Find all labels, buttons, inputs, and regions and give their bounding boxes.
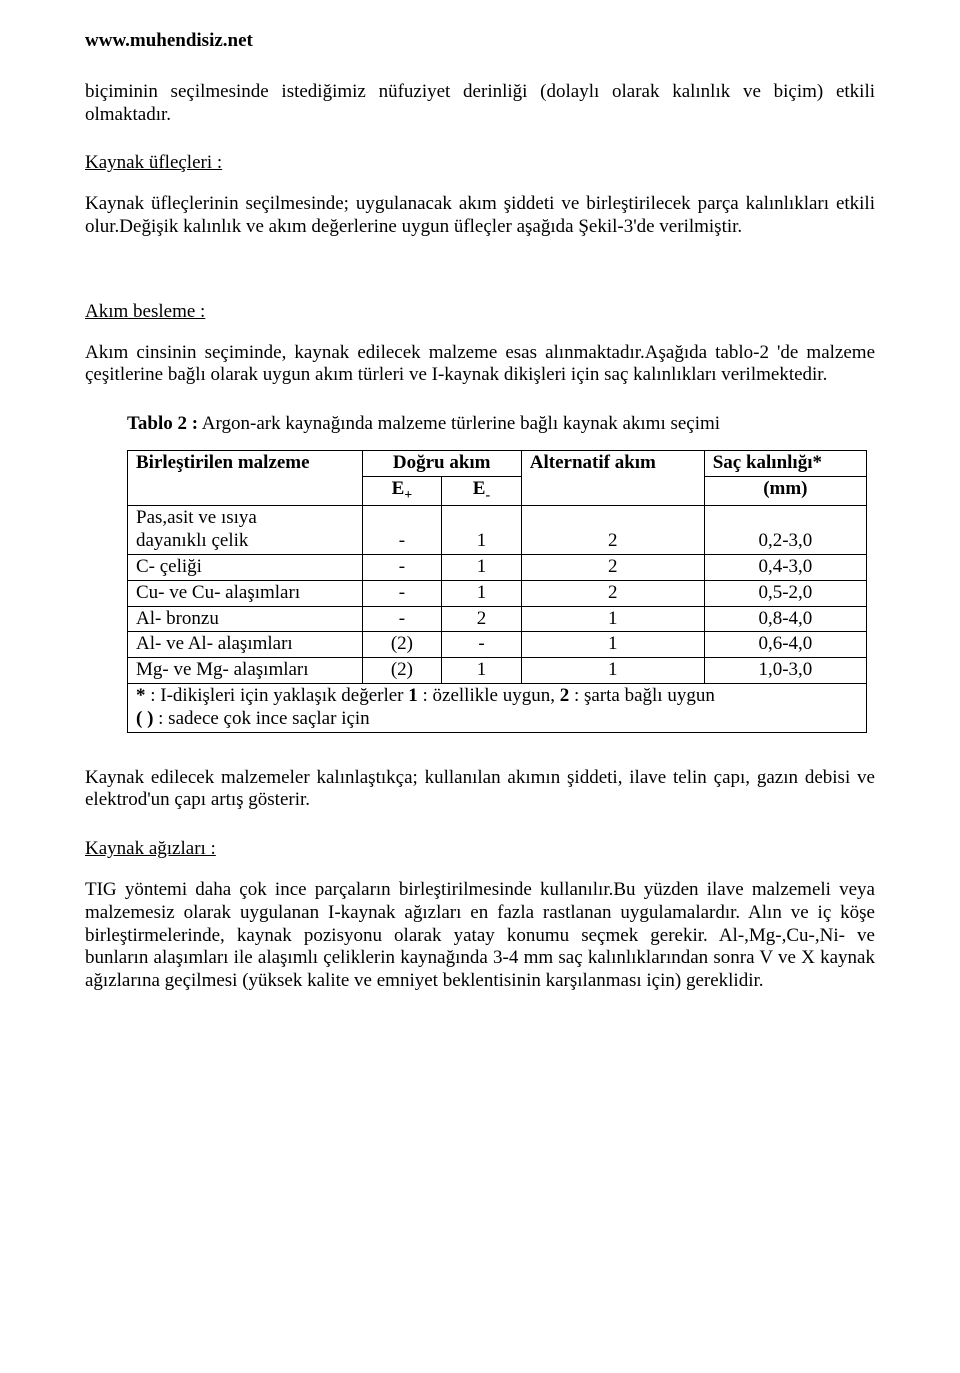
th-sac-kalinligi: Saç kalınlığı* bbox=[704, 450, 866, 476]
footnote-text: : özellikle uygun, bbox=[418, 685, 560, 706]
cell-sac: 1,0-3,0 bbox=[704, 658, 866, 684]
spacer bbox=[85, 324, 875, 342]
spacer bbox=[85, 861, 875, 879]
table-row: Pas,asit ve ısıya dayanıklı çelik - 1 2 … bbox=[128, 506, 867, 555]
table-footnote-cell: * : I-dikişleri için yaklaşık değerler 1… bbox=[128, 683, 867, 732]
spacer bbox=[85, 175, 875, 193]
cell-alt: 2 bbox=[521, 554, 704, 580]
cell-alt: 1 bbox=[521, 606, 704, 632]
paragraph-kaynak-agizlari: TIG yöntemi daha çok ince parçaların bir… bbox=[85, 879, 875, 993]
cell-sac: 0,6-4,0 bbox=[704, 632, 866, 658]
cell-eminus: 1 bbox=[442, 554, 522, 580]
e-label: E bbox=[392, 478, 405, 499]
th-material: Birleştirilen malzeme bbox=[128, 450, 363, 505]
e-label: E bbox=[473, 478, 486, 499]
cell-alt: 1 bbox=[521, 632, 704, 658]
th-alternatif-akim: Alternatif akım bbox=[521, 450, 704, 505]
table-row: Cu- ve Cu- alaşımları - 1 2 0,5-2,0 bbox=[128, 580, 867, 606]
cell-eminus: 1 bbox=[442, 580, 522, 606]
table-caption-label: Tablo 2 : bbox=[127, 413, 198, 434]
table-caption-text: Argon-ark kaynağında malzeme türlerine b… bbox=[198, 413, 720, 434]
cell-material: Al- bronzu bbox=[128, 606, 363, 632]
cell-sac: 0,2-3,0 bbox=[704, 506, 866, 555]
cell-eplus: - bbox=[362, 580, 442, 606]
th-e-minus: E- bbox=[442, 476, 522, 506]
material-line2: dayanıklı çelik bbox=[136, 530, 248, 551]
cell-alt: 2 bbox=[521, 506, 704, 555]
cell-eminus: 1 bbox=[442, 506, 522, 555]
footnote-text: : I-dikişleri için yaklaşık değerler bbox=[146, 685, 409, 706]
cell-eplus: - bbox=[362, 554, 442, 580]
paragraph-uflecleri: Kaynak üfleçlerinin seçilmesinde; uygula… bbox=[85, 193, 875, 239]
cell-eplus: - bbox=[362, 506, 442, 555]
spacer bbox=[85, 733, 875, 767]
cell-material: Cu- ve Cu- alaşımları bbox=[128, 580, 363, 606]
material-line1: Pas,asit ve ısıya bbox=[136, 507, 257, 528]
cell-material: Pas,asit ve ısıya dayanıklı çelik bbox=[128, 506, 363, 555]
cell-eminus: 2 bbox=[442, 606, 522, 632]
cell-sac: 0,5-2,0 bbox=[704, 580, 866, 606]
table-header-row: Birleştirilen malzeme Doğru akım Alterna… bbox=[128, 450, 867, 476]
table-row: Mg- ve Mg- alaşımları (2) 1 1 1,0-3,0 bbox=[128, 658, 867, 684]
footnote-star: * bbox=[136, 685, 146, 706]
table-row: C- çeliği - 1 2 0,4-3,0 bbox=[128, 554, 867, 580]
footnote-text: : sadece çok ince saçlar için bbox=[153, 708, 369, 729]
cell-material: Mg- ve Mg- alaşımları bbox=[128, 658, 363, 684]
cell-material: Al- ve Al- alaşımları bbox=[128, 632, 363, 658]
site-header: www.muhendisiz.net bbox=[85, 30, 875, 53]
footnote-paren: ( ) bbox=[136, 708, 153, 729]
table-footnote-row: * : I-dikişleri için yaklaşık değerler 1… bbox=[128, 683, 867, 732]
footnote-text: : şarta bağlı uygun bbox=[569, 685, 715, 706]
heading-kaynak-agizlari: Kaynak ağızları : bbox=[85, 838, 875, 861]
cell-material: C- çeliği bbox=[128, 554, 363, 580]
cell-alt: 2 bbox=[521, 580, 704, 606]
material-current-table: Birleştirilen malzeme Doğru akım Alterna… bbox=[127, 450, 867, 733]
footnote-two: 2 bbox=[560, 685, 570, 706]
cell-eminus: - bbox=[442, 632, 522, 658]
cell-alt: 1 bbox=[521, 658, 704, 684]
cell-sac: 0,8-4,0 bbox=[704, 606, 866, 632]
table-caption: Tablo 2 : Argon-ark kaynağında malzeme t… bbox=[85, 413, 875, 436]
cell-sac: 0,4-3,0 bbox=[704, 554, 866, 580]
table-row: Al- ve Al- alaşımları (2) - 1 0,6-4,0 bbox=[128, 632, 867, 658]
th-mm: (mm) bbox=[704, 476, 866, 506]
th-dogru-akim: Doğru akım bbox=[362, 450, 521, 476]
heading-uflecleri: Kaynak üfleçleri : bbox=[85, 152, 875, 175]
e-plus-sub: + bbox=[404, 488, 412, 503]
th-e-plus: E+ bbox=[362, 476, 442, 506]
cell-eplus: (2) bbox=[362, 658, 442, 684]
cell-eminus: 1 bbox=[442, 658, 522, 684]
cell-eplus: - bbox=[362, 606, 442, 632]
cell-eplus: (2) bbox=[362, 632, 442, 658]
paragraph-akim-besleme: Akım cinsinin seçiminde, kaynak edilecek… bbox=[85, 342, 875, 388]
document-page: www.muhendisiz.net biçiminin seçilmesind… bbox=[0, 0, 960, 1373]
paragraph-after-table: Kaynak edilecek malzemeler kalınlaştıkça… bbox=[85, 767, 875, 813]
e-minus-sub: - bbox=[485, 488, 490, 503]
table-row: Al- bronzu - 2 1 0,8-4,0 bbox=[128, 606, 867, 632]
footnote-one: 1 bbox=[408, 685, 418, 706]
heading-akim-besleme: Akım besleme : bbox=[85, 301, 875, 324]
intro-paragraph: biçiminin seçilmesinde istediğimiz nüfuz… bbox=[85, 81, 875, 127]
spacer bbox=[85, 265, 875, 301]
